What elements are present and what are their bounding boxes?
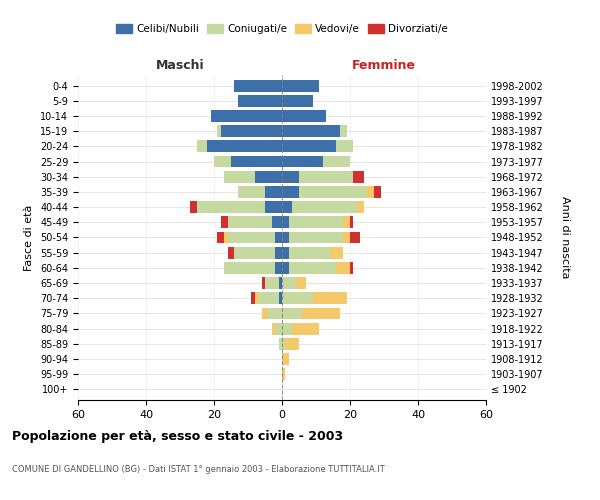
Bar — [289, 262, 337, 274]
Bar — [337, 140, 353, 152]
Bar — [323, 156, 350, 168]
Bar — [227, 232, 275, 243]
Bar — [289, 247, 329, 258]
Bar — [255, 171, 282, 182]
Bar — [282, 140, 337, 152]
Bar — [282, 308, 302, 320]
Bar — [217, 232, 224, 243]
Bar — [265, 277, 278, 289]
Bar — [343, 232, 350, 243]
Bar — [282, 353, 289, 365]
Bar — [282, 126, 340, 137]
Bar — [227, 216, 272, 228]
Bar — [278, 292, 282, 304]
Bar — [340, 126, 347, 137]
Bar — [278, 277, 282, 289]
Bar — [343, 216, 350, 228]
Bar — [329, 247, 343, 258]
Y-axis label: Fasce di età: Fasce di età — [25, 204, 34, 270]
Bar — [282, 292, 313, 304]
Bar — [265, 201, 282, 213]
Bar — [350, 216, 353, 228]
Bar — [214, 156, 231, 168]
Bar — [190, 201, 197, 213]
Bar — [282, 338, 286, 349]
Bar — [224, 262, 275, 274]
Bar — [272, 216, 282, 228]
Bar — [282, 171, 299, 182]
Bar — [221, 126, 282, 137]
Y-axis label: Anni di nascita: Anni di nascita — [560, 196, 571, 279]
Bar — [262, 308, 268, 320]
Bar — [367, 186, 374, 198]
Bar — [282, 232, 289, 243]
Bar — [282, 80, 319, 92]
Bar — [282, 277, 296, 289]
Bar — [353, 171, 364, 182]
Bar — [221, 216, 227, 228]
Bar — [282, 110, 326, 122]
Bar — [282, 186, 299, 198]
Bar — [289, 216, 343, 228]
Bar — [235, 80, 282, 92]
Legend: Celibi/Nubili, Coniugati/e, Vedovi/e, Divorziati/e: Celibi/Nubili, Coniugati/e, Vedovi/e, Di… — [114, 22, 450, 36]
Bar — [231, 156, 282, 168]
Bar — [296, 277, 306, 289]
Bar — [217, 126, 221, 137]
Bar — [238, 95, 282, 106]
Bar — [350, 262, 353, 274]
Bar — [275, 322, 282, 334]
Bar — [207, 140, 282, 152]
Bar — [292, 322, 319, 334]
Bar — [211, 110, 282, 122]
Bar — [282, 368, 286, 380]
Bar — [258, 292, 278, 304]
Bar — [282, 201, 292, 213]
Bar — [268, 308, 282, 320]
Bar — [275, 262, 282, 274]
Bar — [350, 232, 360, 243]
Bar — [224, 232, 227, 243]
Bar — [227, 247, 235, 258]
Bar — [235, 247, 275, 258]
Text: Femmine: Femmine — [352, 59, 416, 72]
Bar — [289, 232, 343, 243]
Bar — [299, 171, 353, 182]
Bar — [282, 262, 289, 274]
Bar — [282, 95, 313, 106]
Bar — [275, 247, 282, 258]
Bar — [272, 322, 275, 334]
Bar — [262, 277, 265, 289]
Bar — [286, 338, 299, 349]
Bar — [224, 171, 255, 182]
Bar — [337, 262, 350, 274]
Bar — [197, 201, 265, 213]
Bar — [282, 247, 289, 258]
Bar — [251, 292, 255, 304]
Bar — [302, 308, 340, 320]
Bar — [374, 186, 380, 198]
Bar — [265, 186, 282, 198]
Text: COMUNE DI GANDELLINO (BG) - Dati ISTAT 1° gennaio 2003 - Elaborazione TUTTITALIA: COMUNE DI GANDELLINO (BG) - Dati ISTAT 1… — [12, 465, 385, 474]
Bar — [282, 322, 292, 334]
Bar — [292, 201, 357, 213]
Bar — [313, 292, 347, 304]
Bar — [238, 186, 265, 198]
Text: Maschi: Maschi — [155, 59, 205, 72]
Text: Popolazione per età, sesso e stato civile - 2003: Popolazione per età, sesso e stato civil… — [12, 430, 343, 443]
Bar — [197, 140, 207, 152]
Bar — [282, 156, 323, 168]
Bar — [278, 338, 282, 349]
Bar — [282, 216, 289, 228]
Bar — [255, 292, 258, 304]
Bar — [357, 201, 364, 213]
Bar — [299, 186, 367, 198]
Bar — [275, 232, 282, 243]
